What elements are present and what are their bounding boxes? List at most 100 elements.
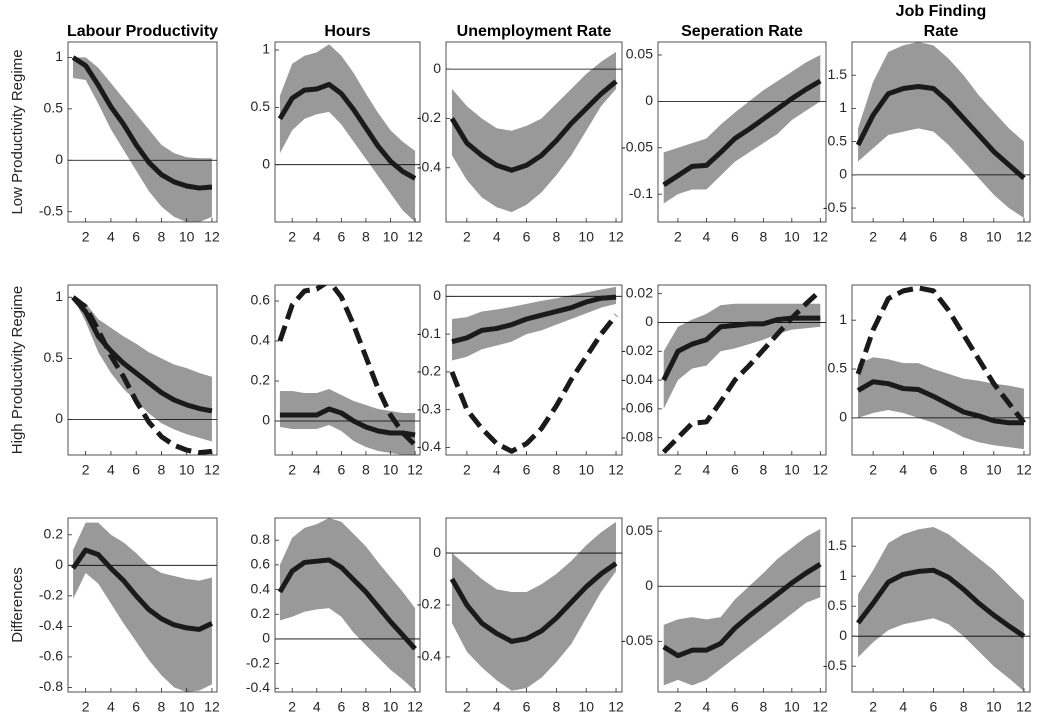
y-tick-label: -0.6 bbox=[39, 648, 63, 664]
confidence-band bbox=[279, 518, 416, 691]
panel-title: Hours bbox=[324, 23, 370, 40]
x-tick-label: 2 bbox=[82, 229, 90, 245]
x-tick-label: 8 bbox=[759, 699, 767, 715]
dashed-line bbox=[855, 285, 1026, 425]
y-tick-label: -0.5 bbox=[823, 657, 847, 673]
y-tick-label: -0.08 bbox=[621, 428, 653, 444]
y-tick-label: 0 bbox=[433, 60, 441, 76]
y-tick-label: 0.02 bbox=[626, 284, 653, 300]
x-tick-label: 10 bbox=[179, 462, 195, 478]
x-tick-label: 12 bbox=[1016, 462, 1032, 478]
confidence-band bbox=[279, 44, 416, 222]
x-tick-label: 6 bbox=[731, 699, 739, 715]
y-tick-label: 0 bbox=[645, 313, 653, 329]
x-tick-label: 10 bbox=[383, 229, 399, 245]
y-tick-label: -0.5 bbox=[39, 202, 63, 218]
x-tick-label: 4 bbox=[899, 462, 907, 478]
plot-area bbox=[852, 285, 1030, 450]
y-tick-label: 0.5 bbox=[251, 98, 271, 114]
x-tick-label: 2 bbox=[674, 462, 682, 478]
x-tick-label: 8 bbox=[158, 699, 166, 715]
x-tick-label: 10 bbox=[578, 462, 594, 478]
y-tick-label: 1.5 bbox=[828, 537, 848, 553]
x-tick-label: 8 bbox=[759, 229, 767, 245]
y-tick-label: 0 bbox=[55, 556, 63, 572]
plot-area bbox=[446, 521, 622, 691]
median-line bbox=[856, 567, 1026, 639]
y-tick-label: 0.5 bbox=[44, 349, 64, 365]
median-line bbox=[662, 562, 822, 659]
x-tick-label: 8 bbox=[552, 462, 560, 478]
x-tick-label: 2 bbox=[463, 229, 471, 245]
y-tick-label: 0 bbox=[839, 166, 847, 182]
x-tick-label: 8 bbox=[960, 229, 968, 245]
x-tick-label: 8 bbox=[552, 699, 560, 715]
x-tick-label: 2 bbox=[674, 229, 682, 245]
x-tick-label: 12 bbox=[407, 462, 423, 478]
x-tick-label: 4 bbox=[899, 699, 907, 715]
y-tick-label: -0.4 bbox=[39, 617, 63, 633]
median-line bbox=[277, 557, 417, 651]
panel: 2 4 6 8 10 12 0 0.5 1 bbox=[828, 284, 1032, 478]
y-tick-label: 0.5 bbox=[828, 597, 848, 613]
y-tick-label: 0 bbox=[839, 627, 847, 643]
x-tick-label: 6 bbox=[731, 462, 739, 478]
x-tick-label: 4 bbox=[899, 229, 907, 245]
y-tick-label: 0 bbox=[262, 630, 270, 646]
x-tick-label: 2 bbox=[82, 462, 90, 478]
plot-area bbox=[658, 54, 826, 204]
y-tick-label: 0.6 bbox=[251, 292, 271, 308]
confidence-band bbox=[279, 389, 416, 455]
x-tick-label: 12 bbox=[204, 229, 220, 245]
y-tick-label: -0.02 bbox=[621, 342, 653, 358]
x-tick-label: 2 bbox=[869, 699, 877, 715]
x-tick-label: 2 bbox=[869, 229, 877, 245]
panel-title: Rate bbox=[924, 23, 959, 40]
confidence-band bbox=[858, 42, 1024, 219]
x-tick-label: 6 bbox=[132, 229, 140, 245]
y-tick-label: -0.2 bbox=[39, 587, 63, 603]
x-tick-label: 4 bbox=[703, 229, 711, 245]
y-tick-label: 0.2 bbox=[44, 525, 64, 541]
axes-box bbox=[657, 41, 827, 223]
confidence-band bbox=[663, 54, 821, 204]
confidence-band bbox=[663, 529, 821, 686]
y-tick-label: 0.4 bbox=[251, 332, 271, 348]
row-label: High Productivity Regime bbox=[9, 286, 26, 454]
y-tick-label: 0 bbox=[839, 409, 847, 425]
median-line bbox=[71, 55, 213, 191]
y-tick-label: 0.05 bbox=[626, 46, 653, 62]
median-line bbox=[855, 84, 1026, 181]
confidence-band bbox=[73, 522, 212, 692]
y-tick-label: 1 bbox=[262, 41, 270, 57]
plot-area bbox=[275, 285, 420, 455]
panel: 2 4 6 8 10 12 -0.8 -0.6 -0.4 -0.2 0 0.2 Differences bbox=[9, 517, 220, 715]
x-tick-label: 2 bbox=[674, 699, 682, 715]
x-tick-label: 6 bbox=[523, 699, 531, 715]
panel: 2 4 6 8 10 12 -0.5 0 0.5 1 1.5 bbox=[823, 517, 1032, 715]
panel: 2 4 6 8 10 12 -0.1 -0.05 0 0.05 Seperation Rate bbox=[621, 23, 828, 244]
x-tick-label: 6 bbox=[132, 462, 140, 478]
x-tick-label: 10 bbox=[179, 699, 195, 715]
y-tick-label: 0.6 bbox=[251, 556, 271, 572]
x-tick-label: 8 bbox=[158, 462, 166, 478]
confidence-band bbox=[858, 357, 1024, 450]
x-tick-label: 12 bbox=[608, 699, 624, 715]
confidence-band bbox=[858, 527, 1024, 692]
y-tick-label: 1 bbox=[55, 288, 63, 304]
axes-box bbox=[851, 284, 1031, 456]
x-tick-label: 10 bbox=[784, 229, 800, 245]
y-tick-label: -0.8 bbox=[39, 678, 63, 694]
y-tick-label: 1.5 bbox=[828, 66, 848, 82]
y-tick-label: -0.04 bbox=[621, 371, 653, 387]
x-tick-label: 4 bbox=[493, 462, 501, 478]
x-tick-label: 12 bbox=[204, 699, 220, 715]
x-tick-label: 6 bbox=[337, 462, 345, 478]
y-tick-label: -0.1 bbox=[629, 185, 653, 201]
dashed-line bbox=[449, 313, 618, 454]
x-tick-label: 12 bbox=[407, 699, 423, 715]
x-tick-label: 6 bbox=[731, 229, 739, 245]
y-tick-label: 0.5 bbox=[828, 360, 848, 376]
